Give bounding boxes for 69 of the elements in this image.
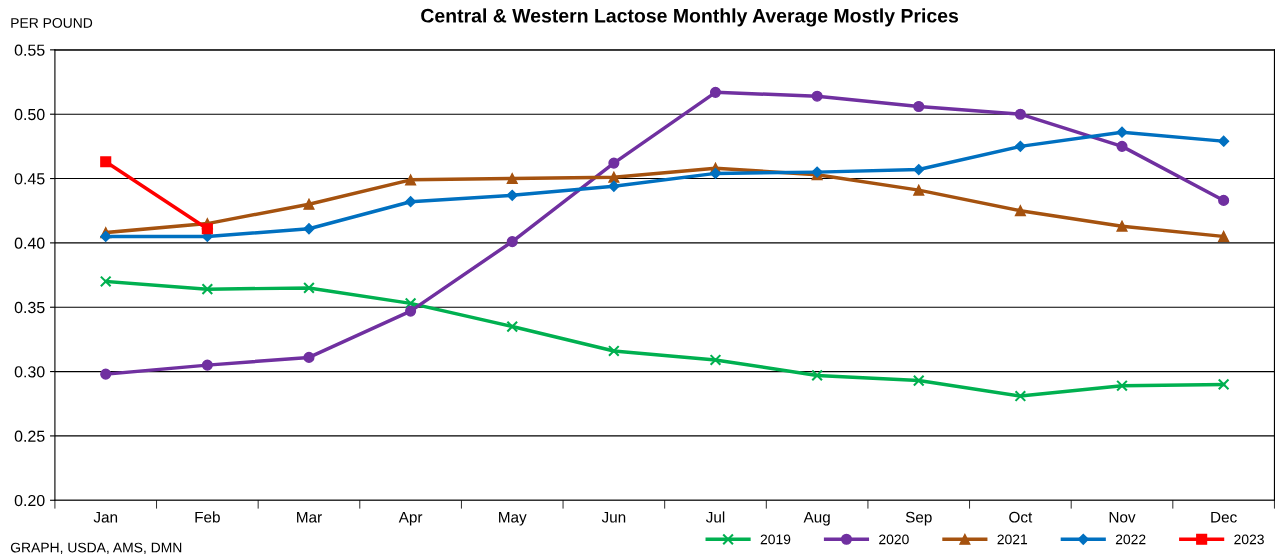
- point: [201, 223, 213, 235]
- point: [1014, 390, 1027, 402]
- legend-label: 2020: [879, 534, 909, 545]
- y-tick-label: 0.30: [14, 366, 45, 378]
- y-tick-label: 0.20: [14, 494, 45, 507]
- x-tick-label: Dec: [1211, 511, 1237, 523]
- y-tick-label: 0.55: [14, 44, 45, 56]
- x-tick-label: Oct: [1009, 511, 1033, 523]
- point: [709, 354, 722, 366]
- text: GRAPH, USDA, AMS, DMN: [10, 542, 182, 554]
- point: [1217, 378, 1230, 391]
- x-tick-label: Jan: [93, 511, 118, 523]
- point: [99, 275, 112, 288]
- point: [404, 297, 417, 310]
- x-tick-label: May: [499, 511, 527, 526]
- x-tick-label: Apr: [398, 511, 423, 526]
- y-tick-label: 0.45: [14, 173, 45, 185]
- point: [1014, 108, 1026, 120]
- point: [1116, 126, 1128, 138]
- point: [913, 184, 925, 196]
- point: [506, 189, 518, 201]
- legend-label: 2021: [997, 534, 1028, 545]
- x-tick-label: Feb: [195, 511, 220, 523]
- point: [709, 86, 722, 98]
- point: [303, 198, 315, 210]
- x-tick-label: Sep: [905, 511, 932, 526]
- point: [811, 90, 823, 102]
- point: [405, 305, 417, 317]
- x-tick-label: Jun: [601, 511, 626, 523]
- point: [913, 100, 925, 113]
- point: [405, 174, 417, 186]
- point: [201, 283, 214, 296]
- point: [608, 157, 620, 169]
- point: [1116, 140, 1128, 152]
- point: [608, 180, 620, 192]
- x-tick-label: Mar: [297, 511, 322, 523]
- point: [1218, 194, 1230, 206]
- point: [100, 368, 112, 380]
- point: [303, 282, 315, 294]
- y-tick-label: 0.35: [14, 301, 45, 314]
- point: [1014, 205, 1026, 217]
- point: [1218, 230, 1230, 243]
- x-tick-label: Jul: [705, 511, 725, 523]
- x-tick-label: Nov: [1109, 511, 1136, 523]
- point: [811, 369, 824, 382]
- point: [506, 320, 519, 333]
- legend-label: 2022: [1115, 534, 1146, 545]
- point: [303, 223, 315, 235]
- y-tick-label: 0.25: [14, 430, 45, 442]
- point: [608, 171, 620, 183]
- y-tick-label: 0.50: [14, 108, 45, 121]
- point: [607, 345, 620, 357]
- chart-title: Central & Western Lactose Monthly Average Mostly Prices: [421, 8, 959, 27]
- legend-label: 2019: [760, 534, 791, 545]
- point: [506, 172, 518, 185]
- x-tick-label: Aug: [803, 511, 830, 526]
- point: [1116, 379, 1128, 392]
- y-axis-title: PER POUND: [11, 18, 93, 28]
- point: [506, 236, 518, 248]
- point: [100, 156, 112, 168]
- point: [913, 163, 925, 176]
- point: [201, 359, 213, 371]
- point: [1218, 135, 1230, 147]
- point: [303, 351, 315, 363]
- point: [912, 374, 925, 387]
- point: [1116, 220, 1128, 232]
- y-tick-label: 0.40: [14, 237, 45, 249]
- legend-label: 2023: [1234, 534, 1264, 545]
- point: [1014, 140, 1026, 152]
